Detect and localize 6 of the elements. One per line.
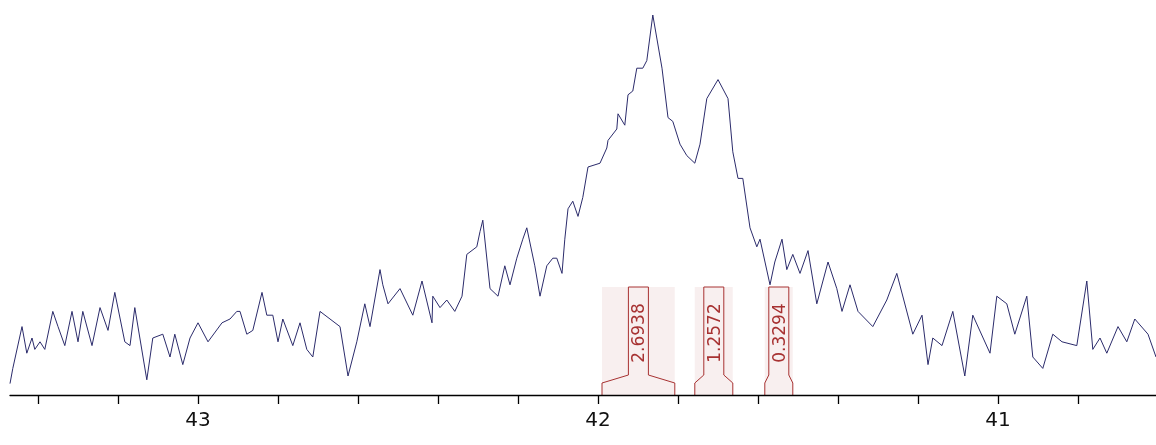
band-label: 0.3294	[768, 303, 789, 363]
x-tick-label: 42	[585, 407, 611, 431]
band-label: 2.6938	[628, 303, 649, 363]
band-label: 1.2572	[703, 303, 724, 363]
x-tick-label: 43	[185, 407, 211, 431]
x-tick-label: 41	[985, 407, 1011, 431]
